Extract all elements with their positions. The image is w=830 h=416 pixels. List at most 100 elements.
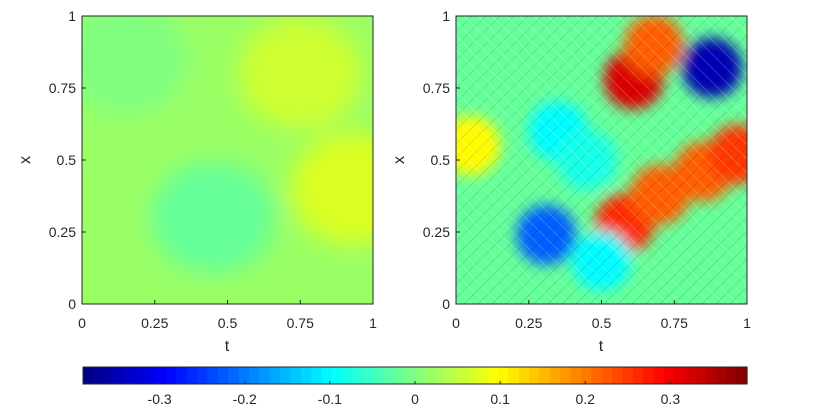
texture-line [456, 147, 613, 304]
texture-line [456, 16, 557, 117]
heatmap-left-feature-0 [238, 17, 363, 130]
heatmap-right-feature-8 [456, 115, 501, 176]
texture-line [687, 244, 747, 304]
colorbar-cell [632, 367, 644, 384]
colorbar-tick-label: 0.1 [490, 391, 510, 407]
texture-line [758, 16, 830, 304]
texture-line [561, 16, 747, 202]
texture-line [519, 76, 747, 304]
texture-line [743, 16, 747, 20]
texture-line [786, 16, 830, 304]
texture-line [456, 16, 627, 187]
heatmap-right-feature-2 [682, 37, 743, 98]
texture-line [547, 104, 747, 304]
colorbar-tick-label: 0.2 [576, 391, 596, 407]
heatmap-right-xlabel: t [599, 338, 604, 355]
heatmap-left-x-ticks: 0 0.25 0.5 0.75 1 [78, 300, 377, 331]
colorbar-cell [238, 367, 250, 384]
texture-line [575, 16, 747, 188]
colorbar-cell [446, 367, 458, 384]
heatmap-left-ytick-label: 0 [68, 296, 76, 312]
texture-line [456, 16, 725, 285]
heatmap-left-ytick-label: 0.5 [57, 152, 77, 168]
colorbar-cell [311, 367, 323, 384]
colorbar-cell [321, 367, 333, 384]
colorbar-cell [290, 367, 302, 384]
heatmap-left-xtick-label: 0 [78, 315, 86, 331]
colorbar-cell [498, 367, 509, 384]
heatmap-right-ytick-label: 1 [442, 8, 450, 24]
colorbar: -0.3 -0.2 -0.1 0 0.1 0.2 0.3 [82, 366, 748, 407]
heatmap-left-feature-1 [290, 132, 373, 245]
texture-line [659, 16, 747, 104]
colorbar-cell [217, 367, 229, 384]
texture-line [456, 175, 585, 304]
texture-line [456, 16, 529, 89]
texture-line [463, 16, 747, 300]
heatmap-right-features [456, 16, 747, 291]
heatmap-left-ytick-label: 0.25 [49, 224, 76, 240]
colorbar-cell [383, 367, 395, 384]
texture-line [617, 174, 747, 304]
texture-line [631, 188, 747, 304]
texture-line [456, 16, 669, 229]
heatmap-right-texture [456, 16, 830, 304]
colorbar-cell [705, 367, 717, 384]
colorbar-cell [601, 367, 613, 384]
texture-line [477, 16, 747, 286]
colorbar-cell [93, 367, 105, 384]
colorbar-cell [487, 367, 499, 384]
colorbar-cell [259, 367, 271, 384]
texture-line [456, 161, 599, 304]
texture-line [456, 16, 711, 271]
texture-line [456, 16, 599, 159]
texture-line [814, 16, 830, 304]
colorbar-cell [415, 367, 426, 384]
colorbar-cell [435, 367, 447, 384]
heatmap-left: 0 0.25 0.5 0.75 1 0 0.25 0.5 0.75 1 t x [17, 8, 377, 355]
colorbar-cell [145, 367, 157, 384]
colorbar-cell [186, 367, 198, 384]
texture-line [758, 16, 830, 304]
heatmap-left-xtick-label: 1 [369, 315, 377, 331]
texture-line [456, 16, 697, 257]
texture-line [456, 16, 641, 201]
colorbar-cell [539, 367, 551, 384]
texture-line [456, 16, 515, 75]
heatmap-right-ytick-label: 0.75 [423, 80, 450, 96]
heatmap-left-ytick-label: 0.75 [49, 80, 76, 96]
colorbar-gradient [83, 367, 748, 384]
heatmap-right-ylabel: x [391, 156, 408, 164]
texture-line [589, 146, 747, 304]
texture-line [743, 300, 747, 304]
texture-line [456, 245, 515, 304]
colorbar-cell [726, 367, 738, 384]
texture-line [533, 90, 747, 304]
colorbar-cell [394, 367, 406, 384]
heatmap-right-feature-7 [516, 204, 577, 265]
heatmap-left-xtick-label: 0.75 [287, 315, 314, 331]
colorbar-cell [664, 367, 675, 384]
texture-line [456, 119, 641, 304]
texture-line [456, 189, 571, 304]
heatmap-left-y-ticks: 0 0.25 0.5 0.75 1 [49, 8, 86, 312]
texture-line [456, 105, 655, 304]
colorbar-cell [684, 367, 696, 384]
colorbar-cell [715, 367, 727, 384]
colorbar-cell [332, 367, 343, 384]
texture-line [617, 16, 747, 146]
texture-line [456, 35, 725, 304]
texture-line [456, 49, 711, 304]
colorbar-cell [591, 367, 603, 384]
colorbar-cell [373, 367, 385, 384]
heatmap-right-feature-1 [623, 16, 684, 75]
texture-line [477, 34, 747, 304]
texture-line [603, 160, 747, 304]
heatmap-left-xlabel: t [225, 338, 230, 355]
heatmap-right-xtick-label: 0 [452, 315, 460, 331]
texture-line [814, 16, 830, 304]
texture-line [575, 132, 747, 304]
texture-line [645, 202, 747, 304]
texture-line [505, 62, 747, 304]
